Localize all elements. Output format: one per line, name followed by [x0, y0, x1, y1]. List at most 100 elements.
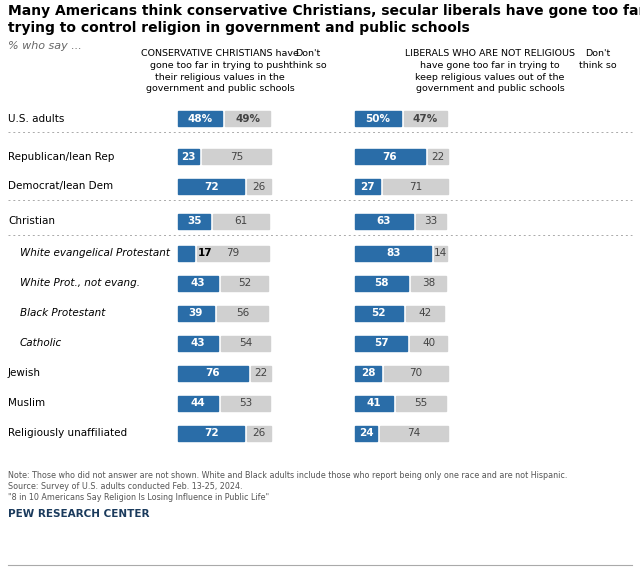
Bar: [213, 214, 269, 229]
Text: 39: 39: [189, 309, 203, 318]
Text: 33: 33: [424, 217, 438, 226]
Bar: [380, 426, 448, 441]
Text: Republican/lean Rep: Republican/lean Rep: [8, 152, 115, 162]
Bar: [412, 276, 446, 291]
Bar: [428, 149, 448, 164]
Text: Many Americans think conservative Christians, secular liberals have gone too far: Many Americans think conservative Christ…: [8, 4, 640, 35]
Text: 72: 72: [204, 181, 218, 192]
Bar: [178, 111, 222, 126]
Bar: [178, 214, 210, 229]
Text: 28: 28: [360, 368, 375, 379]
Bar: [355, 276, 408, 291]
Bar: [355, 306, 403, 321]
Bar: [221, 396, 270, 411]
Text: 72: 72: [204, 428, 218, 438]
Bar: [178, 179, 244, 194]
Text: White evangelical Protestant: White evangelical Protestant: [20, 248, 170, 258]
Bar: [355, 336, 408, 351]
Text: 63: 63: [377, 217, 391, 226]
Text: 40: 40: [422, 339, 435, 349]
Bar: [355, 366, 381, 381]
Text: 75: 75: [230, 152, 243, 162]
Text: 47%: 47%: [413, 113, 438, 123]
Bar: [178, 426, 244, 441]
Text: 42: 42: [419, 309, 432, 318]
Bar: [406, 306, 445, 321]
Bar: [178, 306, 214, 321]
Bar: [221, 276, 268, 291]
Text: 14: 14: [434, 248, 447, 258]
Text: 76: 76: [205, 368, 220, 379]
Text: 83: 83: [386, 248, 401, 258]
Bar: [396, 396, 446, 411]
Text: Democrat/lean Dem: Democrat/lean Dem: [8, 181, 113, 192]
Bar: [178, 366, 248, 381]
Bar: [416, 214, 446, 229]
Text: 76: 76: [383, 152, 397, 162]
Bar: [410, 336, 447, 351]
Text: 52: 52: [372, 309, 386, 318]
Text: 58: 58: [374, 278, 389, 288]
Text: PEW RESEARCH CENTER: PEW RESEARCH CENTER: [8, 509, 150, 519]
Bar: [355, 179, 380, 194]
Bar: [404, 111, 447, 126]
Bar: [435, 246, 447, 261]
Bar: [384, 366, 448, 381]
Text: Don't
think so: Don't think so: [579, 49, 617, 70]
Text: 27: 27: [360, 181, 375, 192]
Bar: [247, 179, 271, 194]
Text: Source: Survey of U.S. adults conducted Feb. 13-25, 2024.: Source: Survey of U.S. adults conducted …: [8, 482, 243, 491]
Text: 23: 23: [181, 152, 196, 162]
Bar: [355, 246, 431, 261]
Text: 24: 24: [359, 428, 373, 438]
Text: Religiously unaffiliated: Religiously unaffiliated: [8, 428, 127, 438]
Text: U.S. adults: U.S. adults: [8, 113, 65, 123]
Text: "8 in 10 Americans Say Religion Is Losing Influence in Public Life": "8 in 10 Americans Say Religion Is Losin…: [8, 493, 269, 502]
Text: Christian: Christian: [8, 217, 55, 226]
Bar: [383, 179, 448, 194]
Bar: [251, 366, 271, 381]
Bar: [221, 336, 270, 351]
Bar: [178, 396, 218, 411]
Bar: [202, 149, 271, 164]
Text: LIBERALS WHO ARE NOT RELIGIOUS
have gone too far in trying to
keep religious val: LIBERALS WHO ARE NOT RELIGIOUS have gone…: [405, 49, 575, 93]
Text: 54: 54: [239, 339, 252, 349]
Text: 61: 61: [235, 217, 248, 226]
Text: 17: 17: [198, 248, 212, 258]
Text: Note: Those who did not answer are not shown. White and Black adults include tho: Note: Those who did not answer are not s…: [8, 471, 568, 480]
Bar: [178, 149, 199, 164]
Bar: [355, 426, 377, 441]
Text: CONSERVATIVE CHRISTIANS have
gone too far in trying to push
their religious valu: CONSERVATIVE CHRISTIANS have gone too fa…: [141, 49, 299, 93]
Bar: [178, 336, 218, 351]
Text: Muslim: Muslim: [8, 398, 45, 409]
Text: 79: 79: [227, 248, 239, 258]
Bar: [355, 111, 401, 126]
Text: 57: 57: [374, 339, 388, 349]
Bar: [178, 276, 218, 291]
Text: % who say ...: % who say ...: [8, 41, 82, 51]
Text: 53: 53: [239, 398, 253, 409]
Bar: [225, 111, 270, 126]
Text: 71: 71: [409, 181, 422, 192]
Text: 52: 52: [238, 278, 251, 288]
Text: 43: 43: [191, 278, 205, 288]
Bar: [355, 396, 393, 411]
Text: 26: 26: [253, 428, 266, 438]
Text: 38: 38: [422, 278, 435, 288]
Text: 35: 35: [187, 217, 202, 226]
Text: 22: 22: [431, 152, 445, 162]
Text: 44: 44: [191, 398, 205, 409]
Text: 49%: 49%: [236, 113, 260, 123]
Bar: [247, 426, 271, 441]
Text: 74: 74: [408, 428, 420, 438]
Text: 26: 26: [253, 181, 266, 192]
Text: 22: 22: [255, 368, 268, 379]
Text: 50%: 50%: [365, 113, 390, 123]
Text: Catholic: Catholic: [20, 339, 62, 349]
Text: 55: 55: [414, 398, 428, 409]
Text: 56: 56: [236, 309, 249, 318]
Bar: [217, 306, 268, 321]
Text: Black Protestant: Black Protestant: [20, 309, 106, 318]
Bar: [178, 246, 194, 261]
Text: 70: 70: [410, 368, 422, 379]
